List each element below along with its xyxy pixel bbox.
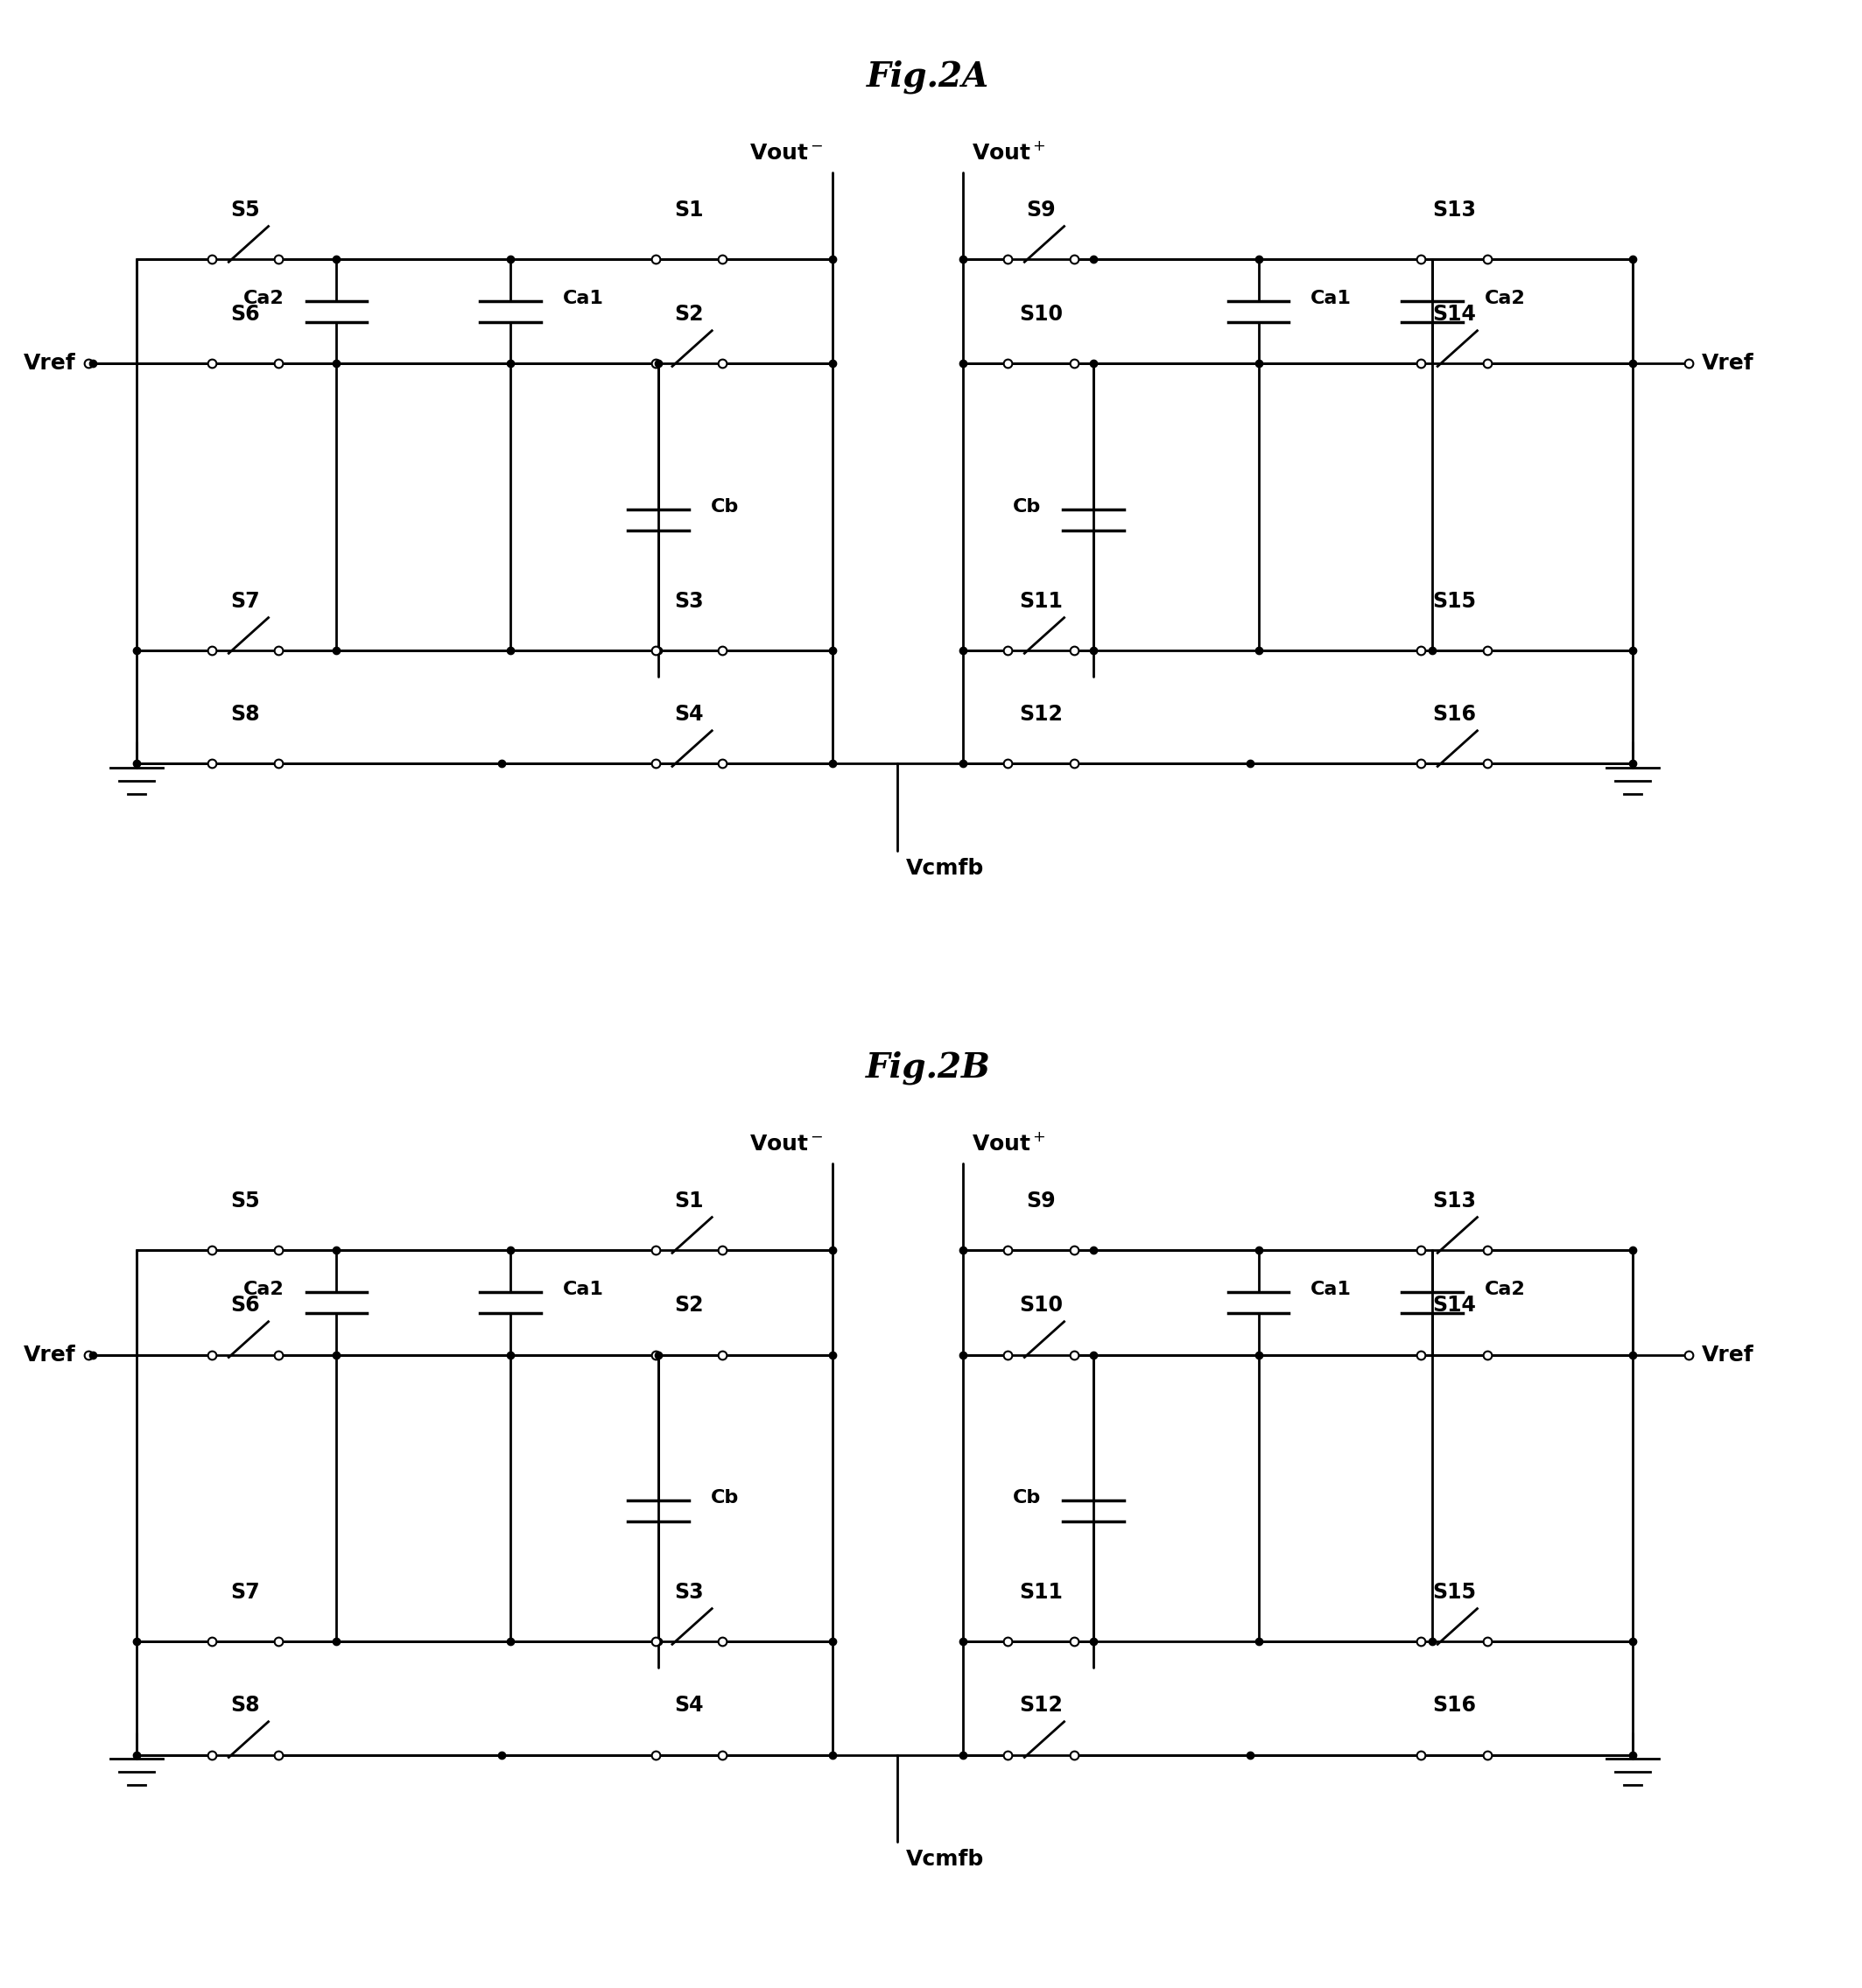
Text: S8: S8 (231, 1694, 261, 1716)
Text: S13: S13 (1432, 199, 1477, 221)
Text: Vout$^+$: Vout$^+$ (972, 141, 1046, 163)
Text: Ca2: Ca2 (244, 290, 285, 308)
Text: S4: S4 (674, 1694, 704, 1716)
Text: S15: S15 (1432, 590, 1477, 612)
Text: Fig.2A: Fig.2A (866, 60, 989, 93)
Text: S7: S7 (231, 590, 261, 612)
Text: Vref: Vref (1702, 354, 1754, 374)
Text: Ca2: Ca2 (1484, 1280, 1525, 1298)
Text: S10: S10 (1019, 304, 1063, 324)
Text: Cb: Cb (1013, 499, 1041, 517)
Text: S7: S7 (231, 1582, 261, 1602)
Text: S11: S11 (1019, 590, 1063, 612)
Text: Vref: Vref (24, 1344, 76, 1366)
Text: Vref: Vref (1702, 1344, 1754, 1366)
Text: Ca1: Ca1 (1311, 1280, 1352, 1298)
Text: Ca2: Ca2 (1484, 290, 1525, 308)
Text: Cb: Cb (711, 499, 739, 517)
Text: S6: S6 (231, 1294, 261, 1316)
Text: Ca1: Ca1 (1311, 290, 1352, 308)
Text: S9: S9 (1026, 1191, 1056, 1211)
Text: S3: S3 (674, 1582, 704, 1602)
Text: S14: S14 (1432, 1294, 1477, 1316)
Text: Vout$^-$: Vout$^-$ (749, 143, 823, 163)
Text: Cb: Cb (1013, 1489, 1041, 1507)
Text: S4: S4 (674, 704, 704, 726)
Text: S2: S2 (674, 1294, 704, 1316)
Text: S16: S16 (1432, 704, 1477, 726)
Text: S3: S3 (674, 590, 704, 612)
Text: S15: S15 (1432, 1582, 1477, 1602)
Text: Vcmfb: Vcmfb (907, 1849, 985, 1869)
Text: S8: S8 (231, 704, 261, 726)
Text: S9: S9 (1026, 199, 1056, 221)
Text: Cb: Cb (711, 1489, 739, 1507)
Text: S1: S1 (674, 199, 704, 221)
Text: S5: S5 (231, 1191, 261, 1211)
Text: S10: S10 (1019, 1294, 1063, 1316)
Text: S12: S12 (1019, 704, 1063, 726)
Text: S6: S6 (231, 304, 261, 324)
Text: S1: S1 (674, 1191, 704, 1211)
Text: S5: S5 (231, 199, 261, 221)
Text: S13: S13 (1432, 1191, 1477, 1211)
Text: Vout$^+$: Vout$^+$ (972, 1133, 1046, 1155)
Text: S14: S14 (1432, 304, 1477, 324)
Text: S16: S16 (1432, 1694, 1477, 1716)
Text: S12: S12 (1019, 1694, 1063, 1716)
Text: S2: S2 (674, 304, 704, 324)
Text: Vcmfb: Vcmfb (907, 857, 985, 879)
Text: Ca2: Ca2 (244, 1280, 285, 1298)
Text: Ca1: Ca1 (562, 290, 603, 308)
Text: Vref: Vref (24, 354, 76, 374)
Text: Ca1: Ca1 (562, 1280, 603, 1298)
Text: S11: S11 (1019, 1582, 1063, 1602)
Text: Vout$^-$: Vout$^-$ (749, 1133, 823, 1155)
Text: Fig.2B: Fig.2B (866, 1052, 991, 1085)
